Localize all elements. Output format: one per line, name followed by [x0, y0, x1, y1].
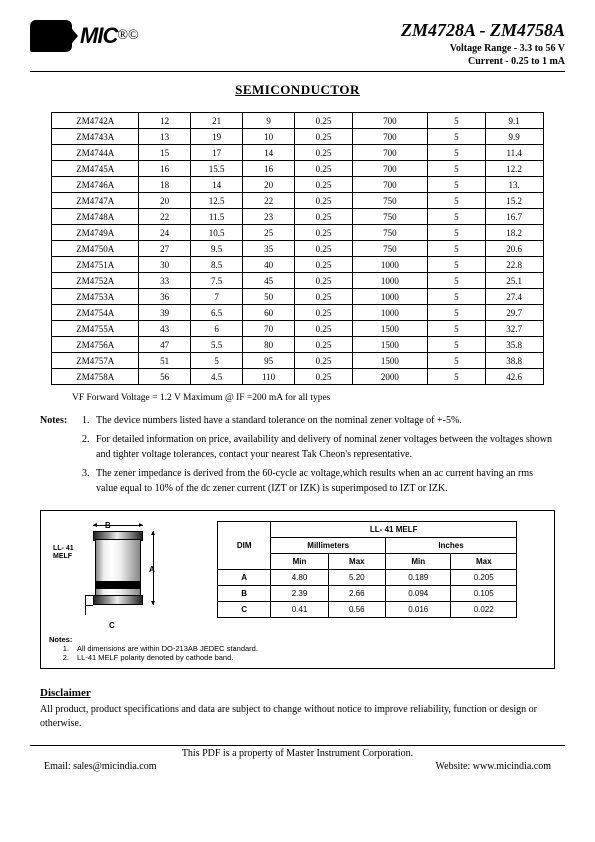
- voltage-range: Voltage Range - 3.3 to 56 V: [401, 43, 565, 54]
- logo-text: MIC: [80, 23, 117, 49]
- dimension-notes: Notes:1.All dimensions are within DO-213…: [49, 635, 546, 662]
- dimension-table: DIMLL- 41 MELFMillimetersInchesMinMaxMin…: [217, 521, 517, 618]
- package-drawing: LL- 41MELF B A C: [49, 521, 199, 631]
- dimension-panel: LL- 41MELF B A C DIMLL- 41 MELFMillimete…: [40, 510, 555, 669]
- registered-icon: ®: [117, 28, 128, 44]
- arrow-b-icon: [93, 525, 143, 526]
- page-header: MIC ® © ZM4728A - ZM4758A Voltage Range …: [30, 20, 565, 72]
- header-right: ZM4728A - ZM4758A Voltage Range - 3.3 to…: [401, 20, 565, 67]
- table-row: ZM4757A515950.251500538.8: [52, 353, 543, 369]
- vf-note: VF Forward Voltage = 1.2 V Maximum @ IF …: [72, 393, 565, 403]
- note-row: 2.For detailed information on price, ava…: [40, 432, 555, 462]
- notes-block: Notes:1.The device numbers listed have a…: [40, 413, 555, 496]
- cathode-band-icon: [95, 581, 141, 589]
- disclaimer-text: All product, product specifications and …: [40, 703, 555, 731]
- logo-mark-icon: [30, 20, 72, 52]
- disclaimer-heading: Disclaimer: [40, 687, 555, 699]
- table-row: ZM4744A1517140.25700511.4: [52, 145, 543, 161]
- copyright-icon: ©: [128, 28, 139, 44]
- table-row: ZM4745A1615.5160.25700512.2: [52, 161, 543, 177]
- page-footer: This PDF is a property of Master Instrum…: [30, 745, 565, 772]
- arrow-c-t-icon: [85, 595, 93, 596]
- footer-email: Email: sales@micindia.com: [44, 761, 157, 772]
- arrow-c-b-icon: [85, 605, 93, 606]
- table-row: ZM4743A1319100.2570059.9: [52, 129, 543, 145]
- cap-bottom-icon: [93, 595, 143, 605]
- table-row: ZM4749A2410.5250.25750518.2: [52, 225, 543, 241]
- table-row: ZM4747A2012.5220.25750515.2: [52, 193, 543, 209]
- dim-a-label: A: [149, 565, 155, 574]
- footer-website: Website: www.micindia.com: [436, 761, 551, 772]
- table-row: ZM4750A279.5350.25750520.6: [52, 241, 543, 257]
- spec-table: ZM4742A122190.2570059.1ZM4743A1319100.25…: [51, 112, 543, 385]
- note-row: Notes:1.The device numbers listed have a…: [40, 413, 555, 428]
- note-row: 3.The zener impedance is derived from th…: [40, 466, 555, 496]
- table-row: ZM4746A1814200.25700513.: [52, 177, 543, 193]
- part-range-title: ZM4728A - ZM4758A: [401, 20, 565, 41]
- package-label: LL- 41MELF: [53, 545, 74, 560]
- table-row: ZM4758A564.51100.252000542.6: [52, 369, 543, 385]
- table-row: ZM4756A475.5800.251500535.8: [52, 337, 543, 353]
- current-range: Current - 0.25 to 1 mA: [401, 56, 565, 67]
- table-row: ZM4751A308.5400.251000522.8: [52, 257, 543, 273]
- section-title: SEMICONDUCTOR: [30, 82, 565, 98]
- dim-c-label: C: [109, 621, 115, 630]
- table-row: ZM4752A337.5450.251000525.1: [52, 273, 543, 289]
- logo: MIC ® ©: [30, 20, 139, 52]
- table-row: ZM4748A2211.5230.25750516.7: [52, 209, 543, 225]
- table-row: ZM4755A436700.251500532.7: [52, 321, 543, 337]
- table-row: ZM4742A122190.2570059.1: [52, 113, 543, 129]
- table-row: ZM4754A396.5600.251000529.7: [52, 305, 543, 321]
- footer-line1: This PDF is a property of Master Instrum…: [30, 748, 565, 759]
- table-row: ZM4753A367500.251000527.4: [52, 289, 543, 305]
